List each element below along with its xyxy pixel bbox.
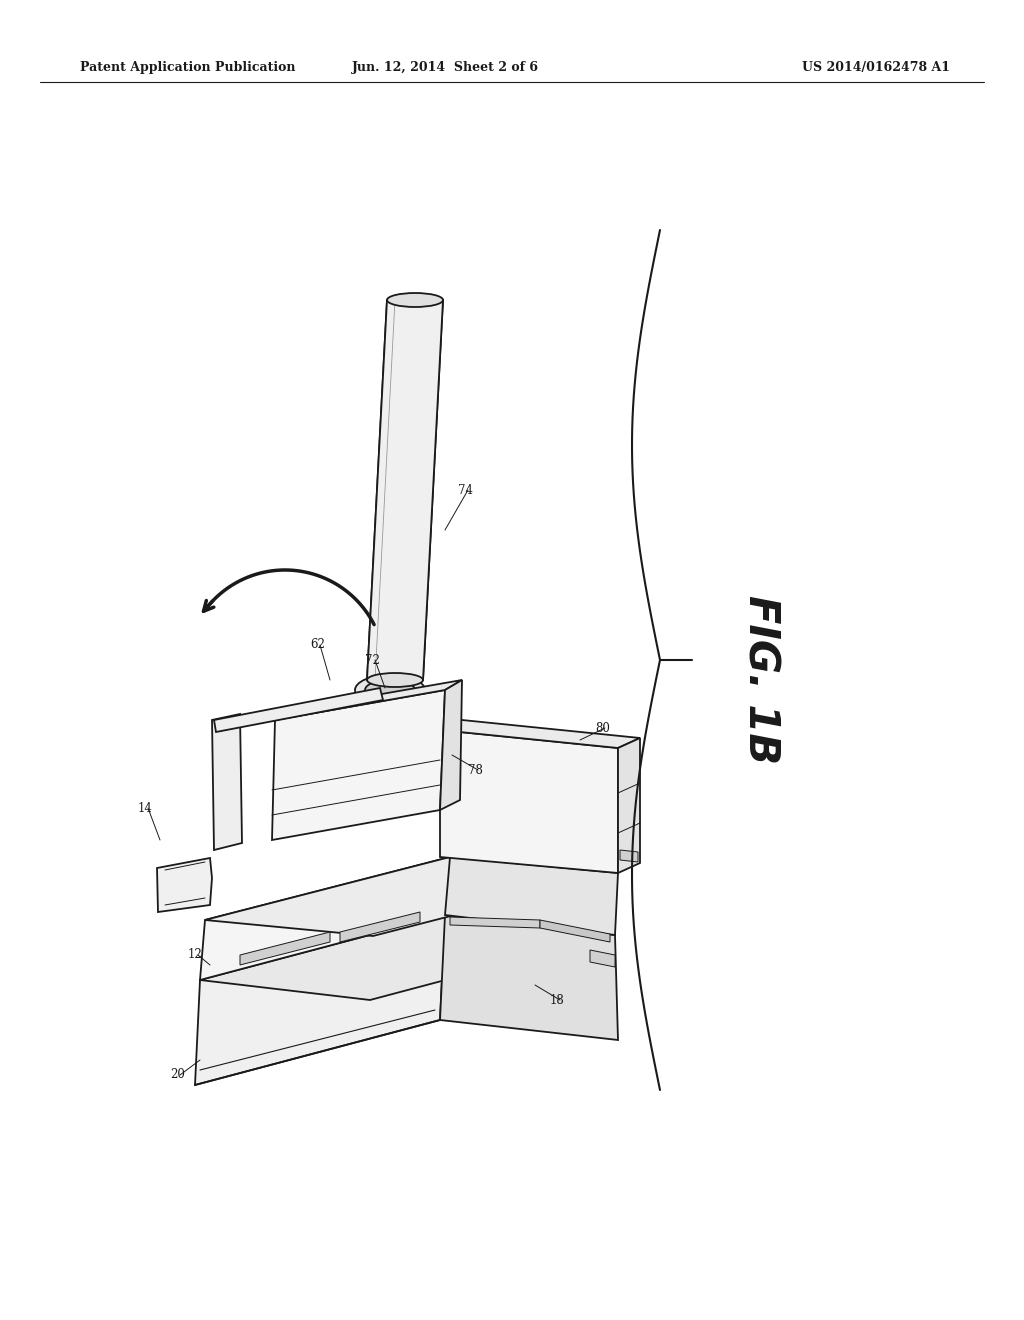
- Text: 72: 72: [365, 653, 380, 667]
- Polygon shape: [240, 932, 330, 965]
- Polygon shape: [620, 850, 638, 862]
- Text: 74: 74: [458, 483, 473, 496]
- Polygon shape: [440, 730, 618, 873]
- Ellipse shape: [365, 680, 415, 700]
- Polygon shape: [212, 714, 242, 850]
- Text: US 2014/0162478 A1: US 2014/0162478 A1: [802, 62, 950, 74]
- Polygon shape: [440, 680, 462, 810]
- Ellipse shape: [355, 675, 425, 705]
- Polygon shape: [272, 690, 445, 840]
- Polygon shape: [618, 738, 640, 873]
- Polygon shape: [275, 680, 462, 719]
- Polygon shape: [367, 300, 443, 680]
- Text: Patent Application Publication: Patent Application Publication: [80, 62, 296, 74]
- Polygon shape: [440, 719, 640, 748]
- Text: 20: 20: [170, 1068, 185, 1081]
- Text: 14: 14: [138, 801, 153, 814]
- Polygon shape: [214, 688, 383, 733]
- Polygon shape: [200, 857, 450, 979]
- Polygon shape: [590, 950, 615, 968]
- Polygon shape: [540, 920, 610, 942]
- Polygon shape: [200, 915, 615, 1001]
- Text: 80: 80: [595, 722, 610, 734]
- Polygon shape: [157, 858, 212, 912]
- Ellipse shape: [387, 293, 443, 308]
- Text: 62: 62: [310, 639, 325, 652]
- Polygon shape: [450, 917, 540, 928]
- Polygon shape: [340, 912, 420, 942]
- Text: 78: 78: [468, 763, 483, 776]
- Text: Jun. 12, 2014  Sheet 2 of 6: Jun. 12, 2014 Sheet 2 of 6: [351, 62, 539, 74]
- Polygon shape: [440, 915, 618, 1040]
- Text: FIG. 1B: FIG. 1B: [739, 595, 781, 764]
- Polygon shape: [195, 915, 445, 1085]
- Text: 18: 18: [550, 994, 565, 1006]
- Polygon shape: [445, 857, 618, 935]
- Polygon shape: [205, 857, 618, 936]
- Ellipse shape: [367, 673, 423, 686]
- Text: 12: 12: [188, 949, 203, 961]
